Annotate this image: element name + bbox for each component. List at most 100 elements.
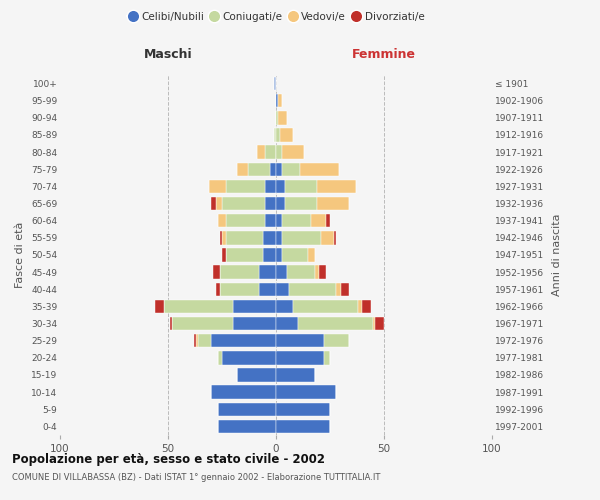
Bar [315, 266, 319, 279]
Legend: Celibi/Nubili, Coniugati/e, Vedovi/e, Divorziati/e: Celibi/Nubili, Coniugati/e, Vedovi/e, Di… [123, 8, 429, 26]
Bar [337, 282, 341, 296]
Bar [220, 282, 259, 296]
Bar [226, 248, 263, 262]
Bar [222, 248, 226, 262]
Bar [276, 248, 283, 262]
Bar [265, 214, 276, 228]
Bar [209, 180, 226, 193]
Bar [211, 334, 276, 347]
Bar [322, 231, 334, 244]
Bar [276, 146, 283, 159]
Text: COMUNE DI VILLABASSA (BZ) - Dati ISTAT 1° gennaio 2002 - Elaborazione TUTTITALIA: COMUNE DI VILLABASSA (BZ) - Dati ISTAT 1… [12, 472, 380, 482]
Bar [218, 402, 276, 416]
Bar [276, 197, 284, 210]
Bar [226, 214, 265, 228]
Bar [263, 248, 276, 262]
Bar [214, 266, 220, 279]
Bar [317, 180, 356, 193]
Bar [172, 317, 233, 330]
Bar [284, 180, 317, 193]
Bar [211, 386, 276, 399]
Bar [233, 317, 276, 330]
Bar [263, 231, 276, 244]
Bar [257, 146, 265, 159]
Bar [218, 351, 222, 364]
Bar [233, 300, 276, 313]
Bar [276, 231, 283, 244]
Bar [293, 300, 358, 313]
Bar [269, 162, 276, 176]
Bar [226, 180, 265, 193]
Bar [278, 94, 283, 108]
Bar [276, 402, 330, 416]
Y-axis label: Fasce di età: Fasce di età [16, 222, 25, 288]
Bar [283, 146, 304, 159]
Text: Popolazione per età, sesso e stato civile - 2002: Popolazione per età, sesso e stato civil… [12, 452, 325, 466]
Bar [319, 266, 326, 279]
Bar [274, 77, 276, 90]
Bar [323, 334, 349, 347]
Bar [276, 282, 289, 296]
Bar [317, 197, 349, 210]
Bar [276, 300, 293, 313]
Bar [218, 214, 226, 228]
Bar [194, 334, 196, 347]
Bar [323, 351, 330, 364]
Bar [274, 128, 276, 141]
Bar [276, 351, 323, 364]
Bar [218, 420, 276, 433]
Bar [220, 266, 259, 279]
Bar [373, 317, 376, 330]
Bar [259, 282, 276, 296]
Bar [276, 162, 283, 176]
Bar [237, 162, 248, 176]
Bar [170, 317, 172, 330]
Bar [164, 300, 233, 313]
Bar [311, 214, 326, 228]
Bar [220, 231, 222, 244]
Bar [276, 214, 283, 228]
Bar [276, 128, 280, 141]
Bar [283, 162, 300, 176]
Bar [334, 231, 337, 244]
Bar [222, 197, 265, 210]
Bar [280, 128, 293, 141]
Bar [259, 266, 276, 279]
Bar [287, 266, 315, 279]
Bar [155, 300, 164, 313]
Bar [215, 197, 222, 210]
Bar [276, 111, 278, 124]
Bar [278, 111, 287, 124]
Bar [198, 334, 211, 347]
Bar [300, 162, 338, 176]
Bar [276, 94, 278, 108]
Bar [276, 317, 298, 330]
Y-axis label: Anni di nascita: Anni di nascita [553, 214, 562, 296]
Bar [308, 248, 315, 262]
Bar [276, 386, 337, 399]
Bar [226, 231, 263, 244]
Bar [276, 368, 315, 382]
Bar [211, 197, 215, 210]
Bar [215, 282, 220, 296]
Bar [283, 214, 311, 228]
Bar [276, 180, 284, 193]
Bar [276, 420, 330, 433]
Bar [237, 368, 276, 382]
Bar [341, 282, 349, 296]
Bar [358, 300, 362, 313]
Bar [284, 197, 317, 210]
Bar [196, 334, 198, 347]
Bar [222, 351, 276, 364]
Bar [298, 317, 373, 330]
Bar [265, 180, 276, 193]
Bar [326, 214, 330, 228]
Bar [248, 162, 269, 176]
Bar [283, 231, 322, 244]
Bar [289, 282, 337, 296]
Bar [283, 248, 308, 262]
Text: Maschi: Maschi [143, 48, 193, 62]
Bar [362, 300, 371, 313]
Bar [265, 146, 276, 159]
Bar [222, 231, 226, 244]
